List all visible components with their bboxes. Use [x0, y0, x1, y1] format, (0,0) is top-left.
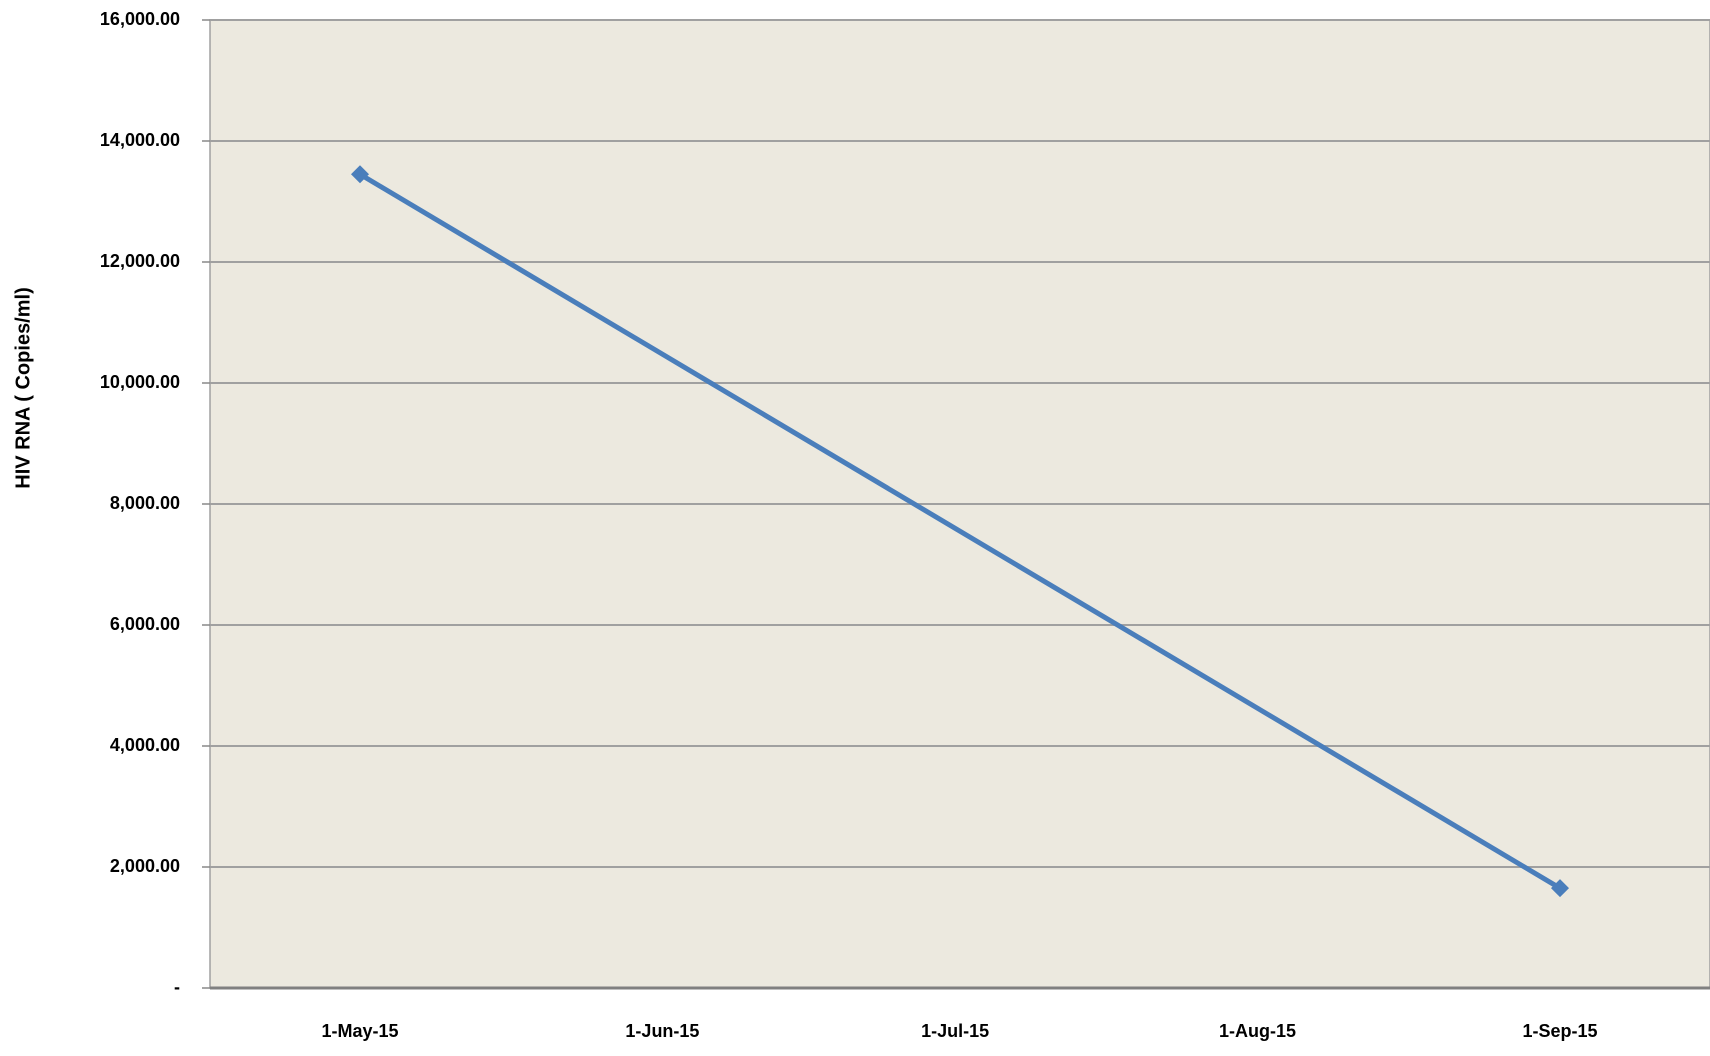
- x-tick-label: 1-Jun-15: [625, 1021, 699, 1041]
- y-tick-label: -: [174, 977, 180, 997]
- y-axis-title: HIV RNA ( Copies/ml): [12, 287, 34, 489]
- marker: [351, 165, 369, 184]
- y-tick-label: 12,000.00: [100, 251, 180, 271]
- y-tick-label: 2,000.00: [110, 856, 180, 876]
- x-tick-label: 1-Jul-15: [921, 1021, 989, 1041]
- x-tick-label: 1-May-15: [321, 1021, 398, 1041]
- y-tick-label: 8,000.00: [110, 493, 180, 513]
- y-tick-label: 6,000.00: [110, 614, 180, 634]
- y-tick-label: 14,000.00: [100, 130, 180, 150]
- y-tick-label: 10,000.00: [100, 372, 180, 392]
- x-tick-label: 1-Aug-15: [1219, 1021, 1296, 1041]
- y-tick-label: 16,000.00: [100, 9, 180, 29]
- y-tick-label: 4,000.00: [110, 735, 180, 755]
- line: [358, 172, 1562, 891]
- marker: [1551, 879, 1569, 898]
- x-tick-label: 1-Sep-15: [1522, 1021, 1597, 1041]
